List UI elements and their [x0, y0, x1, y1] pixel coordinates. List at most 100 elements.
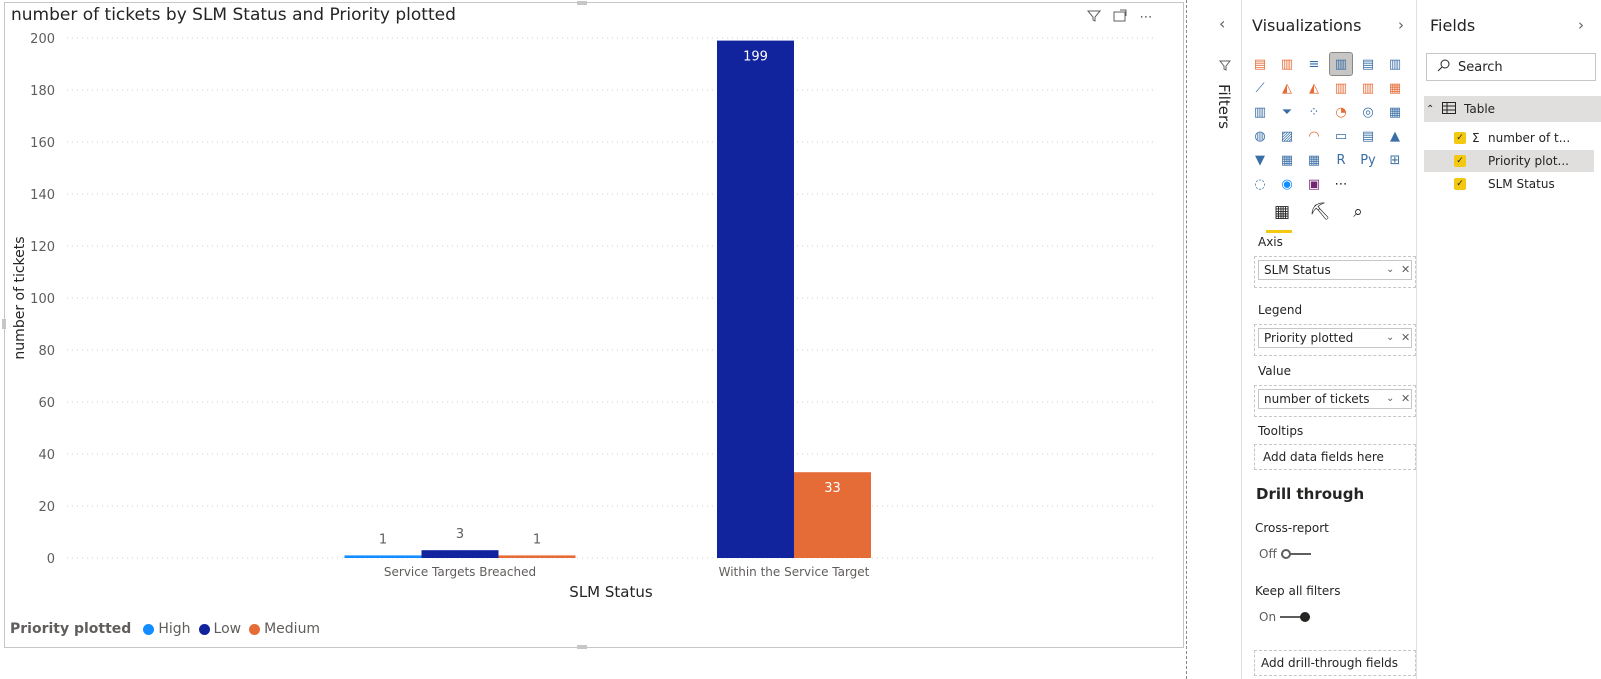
power-apps-icon[interactable]: ▣ — [1307, 176, 1321, 192]
y-tick-label: 0 — [47, 552, 55, 567]
chevron-down-icon[interactable]: ⌄ — [1386, 264, 1395, 275]
more-visuals-icon[interactable]: ⋯ — [1334, 176, 1348, 192]
kpi-icon[interactable]: ▲ — [1390, 128, 1400, 144]
gauge-icon[interactable]: ◠ — [1308, 128, 1320, 144]
chevron-down-icon[interactable]: ⌄ — [1386, 332, 1395, 343]
collapse-chevron-icon[interactable]: ‹ — [1219, 14, 1226, 33]
donut-chart-icon[interactable]: ◎ — [1362, 104, 1374, 120]
line-chart-icon[interactable]: ⟋ — [1255, 80, 1265, 96]
more-options-icon[interactable]: ⋯ — [1139, 10, 1153, 25]
fields-search[interactable] — [1426, 53, 1596, 81]
data-label: 3 — [456, 527, 464, 542]
table-node[interactable]: ⌃ Table — [1424, 96, 1601, 122]
value-field-name: number of tickets — [1264, 392, 1370, 406]
keep-filters-toggle[interactable]: On — [1259, 610, 1311, 624]
resize-handle-top[interactable] — [577, 1, 587, 5]
checkbox-checked-icon[interactable]: ✓ — [1454, 132, 1466, 144]
stacked-column-chart-icon[interactable]: ▥ — [1280, 56, 1294, 72]
y-tick-label: 200 — [30, 32, 55, 47]
collapse-icon[interactable]: ⌃ — [1426, 103, 1435, 115]
area-chart-icon[interactable]: ◭ — [1282, 80, 1292, 96]
line-and-stacked-column-icon[interactable]: ▥ — [1334, 80, 1348, 96]
resize-handle-left[interactable] — [2, 319, 6, 329]
filled-map-icon[interactable]: ▨ — [1280, 128, 1294, 144]
clustered-bar-chart-icon[interactable]: ≡ — [1308, 56, 1320, 72]
drill-through-well[interactable]: Add drill-through fields here — [1254, 650, 1416, 676]
waterfall-chart-icon[interactable]: ▥ — [1253, 104, 1267, 120]
bar — [794, 472, 871, 558]
line-and-clustered-column-icon[interactable]: ▥ — [1361, 80, 1375, 96]
filters-label[interactable]: Filters — [1215, 84, 1233, 129]
expand-chevron-icon[interactable]: › — [1578, 16, 1584, 34]
checkbox-checked-icon[interactable]: ✓ — [1454, 178, 1466, 190]
stacked-bar-chart-icon[interactable]: ▤ — [1253, 56, 1267, 72]
field-item[interactable]: ✓ SLM Status — [1424, 173, 1594, 195]
legend-well-label: Legend — [1258, 303, 1303, 317]
axis-field-chip[interactable]: SLM Status ⌄ ✕ — [1258, 260, 1412, 280]
legend-field-name: Priority plotted — [1264, 331, 1354, 345]
tooltips-well[interactable]: Add data fields here — [1254, 444, 1416, 470]
legend-field-chip[interactable]: Priority plotted ⌄ ✕ — [1258, 328, 1412, 348]
filters-pane[interactable]: ‹ Filters — [1207, 0, 1242, 679]
axis-well[interactable]: SLM Status ⌄ ✕ — [1254, 256, 1416, 288]
drill-through-placeholder: Add drill-through fields here — [1261, 656, 1399, 670]
multi-row-card-icon[interactable]: ▤ — [1361, 128, 1375, 144]
qa-visual-icon[interactable]: ◌ — [1254, 176, 1266, 192]
key-influencers-icon[interactable]: ⊞ — [1389, 152, 1401, 168]
treemap-icon[interactable]: ▦ — [1388, 104, 1402, 120]
slicer-icon[interactable]: ▼ — [1255, 152, 1265, 168]
python-visual-icon[interactable]: Py — [1360, 152, 1376, 168]
100-stacked-bar-chart-icon[interactable]: ▤ — [1361, 56, 1375, 72]
legend-item-label[interactable]: Medium — [264, 621, 321, 637]
y-tick-label: 40 — [38, 448, 55, 463]
legend-well[interactable]: Priority plotted ⌄ ✕ — [1254, 324, 1416, 356]
clustered-column-chart-icon[interactable]: ▥ — [1329, 52, 1353, 76]
ribbon-chart-icon[interactable]: ▦ — [1388, 80, 1402, 96]
map-icon[interactable]: ◍ — [1254, 128, 1266, 144]
bar — [421, 550, 499, 558]
search-icon — [1437, 59, 1450, 76]
legend-item-label[interactable]: High — [158, 621, 191, 637]
resize-handle-bottom[interactable] — [577, 645, 587, 649]
format-tab-icon[interactable]: ⛏ — [1309, 202, 1331, 222]
toggle-track[interactable] — [1280, 612, 1311, 622]
data-label: 1 — [533, 532, 541, 547]
table-visual-icon[interactable]: ▦ — [1280, 152, 1294, 168]
cross-report-label: Cross-report — [1255, 521, 1329, 535]
field-label: Priority plot... — [1488, 154, 1569, 168]
expand-chevron-icon[interactable]: › — [1398, 16, 1404, 34]
matrix-icon[interactable]: ▦ — [1307, 152, 1321, 168]
scatter-chart-icon[interactable]: ⁘ — [1308, 104, 1320, 120]
legend-swatch — [198, 623, 210, 635]
remove-icon[interactable]: ✕ — [1401, 392, 1411, 405]
checkbox-checked-icon[interactable]: ✓ — [1454, 155, 1466, 167]
analytics-tab-icon[interactable]: ⌕ — [1353, 202, 1363, 222]
legend-item-label[interactable]: Low — [213, 621, 242, 637]
clustered-column-visual[interactable]: number of tickets by SLM Status and Prio… — [2, 1, 1184, 649]
value-well[interactable]: number of tickets ⌄ ✕ — [1254, 385, 1416, 417]
remove-icon[interactable]: ✕ — [1401, 263, 1411, 276]
fields-tab-icon[interactable]: ▦ — [1273, 202, 1291, 222]
pie-chart-icon[interactable]: ◔ — [1335, 104, 1347, 120]
focus-mode-icon[interactable] — [1111, 9, 1129, 27]
filter-icon[interactable] — [1085, 9, 1103, 27]
y-tick-label: 160 — [30, 136, 55, 151]
fields-title: Fields — [1430, 16, 1476, 35]
field-item[interactable]: ✓ Priority plot... — [1424, 150, 1594, 172]
r-visual-icon[interactable]: R — [1336, 152, 1346, 168]
remove-icon[interactable]: ✕ — [1401, 331, 1411, 344]
card-icon[interactable]: ▭ — [1334, 128, 1348, 144]
y-axis-title: number of tickets — [12, 236, 28, 359]
field-item[interactable]: ✓ Σ number of t... — [1424, 127, 1594, 149]
chevron-down-icon[interactable]: ⌄ — [1386, 393, 1395, 404]
100-stacked-column-chart-icon[interactable]: ▥ — [1388, 56, 1402, 72]
value-field-chip[interactable]: number of tickets ⌄ ✕ — [1258, 389, 1412, 409]
field-label: SLM Status — [1488, 177, 1555, 191]
search-input[interactable] — [1458, 59, 1578, 75]
toggle-track[interactable] — [1280, 549, 1311, 559]
cross-report-toggle[interactable]: Off — [1259, 547, 1311, 561]
stacked-area-chart-icon[interactable]: ◭ — [1309, 80, 1319, 96]
arcgis-map-icon[interactable]: ◉ — [1281, 176, 1293, 192]
funnel-chart-icon[interactable]: ⏷ — [1281, 104, 1293, 120]
